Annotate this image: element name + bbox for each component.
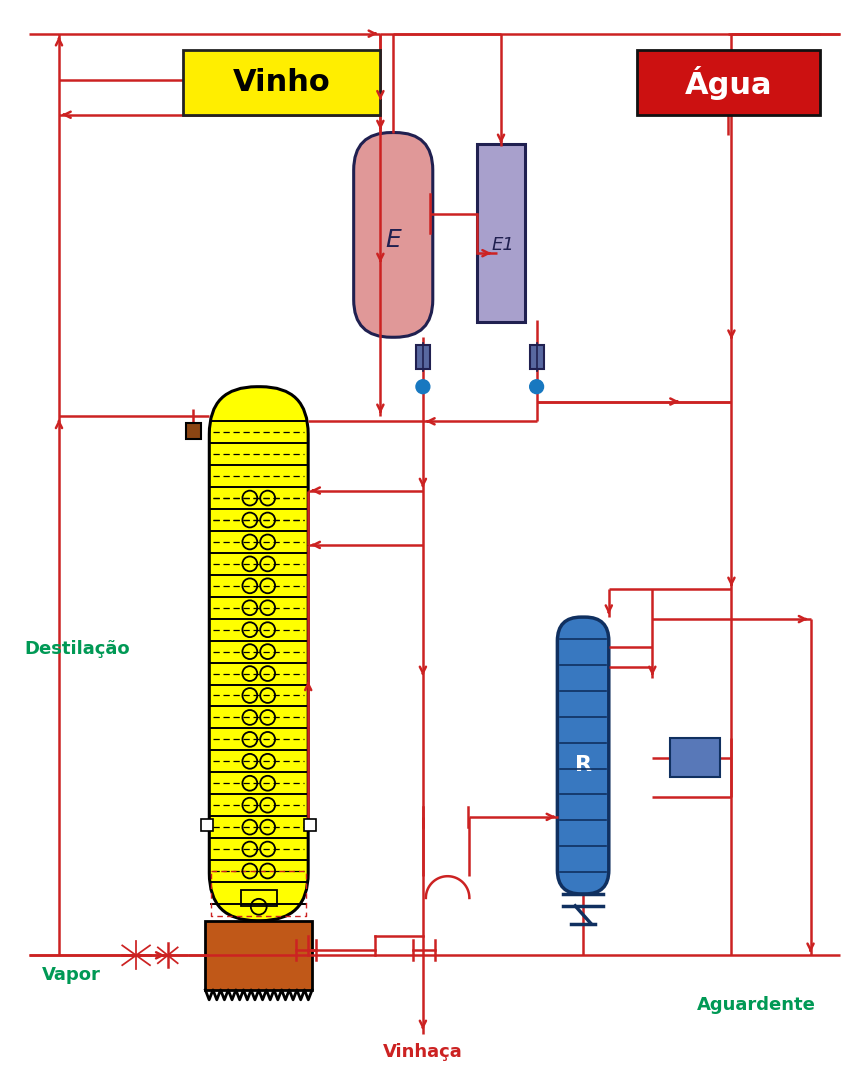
Circle shape: [416, 379, 430, 393]
Text: E1: E1: [491, 236, 515, 255]
FancyBboxPatch shape: [478, 144, 525, 322]
Text: Vapor: Vapor: [41, 966, 101, 984]
FancyBboxPatch shape: [557, 617, 609, 894]
FancyBboxPatch shape: [183, 51, 381, 115]
Text: Aguardente: Aguardente: [697, 995, 815, 1014]
Bar: [304, 819, 316, 831]
FancyBboxPatch shape: [670, 737, 720, 777]
FancyBboxPatch shape: [637, 51, 820, 115]
Text: Vinhaça: Vinhaça: [383, 1043, 463, 1061]
Text: Água: Água: [685, 66, 773, 100]
FancyBboxPatch shape: [416, 345, 430, 369]
Text: E: E: [386, 228, 401, 252]
Bar: [186, 424, 201, 439]
Bar: [241, 890, 277, 906]
FancyBboxPatch shape: [530, 345, 544, 369]
Bar: [201, 819, 213, 831]
FancyBboxPatch shape: [210, 387, 308, 920]
FancyBboxPatch shape: [354, 132, 433, 338]
Text: R: R: [575, 756, 592, 775]
FancyBboxPatch shape: [205, 920, 312, 990]
Circle shape: [530, 379, 544, 393]
Text: Destilação: Destilação: [25, 640, 131, 658]
Text: Vinho: Vinho: [233, 68, 331, 97]
